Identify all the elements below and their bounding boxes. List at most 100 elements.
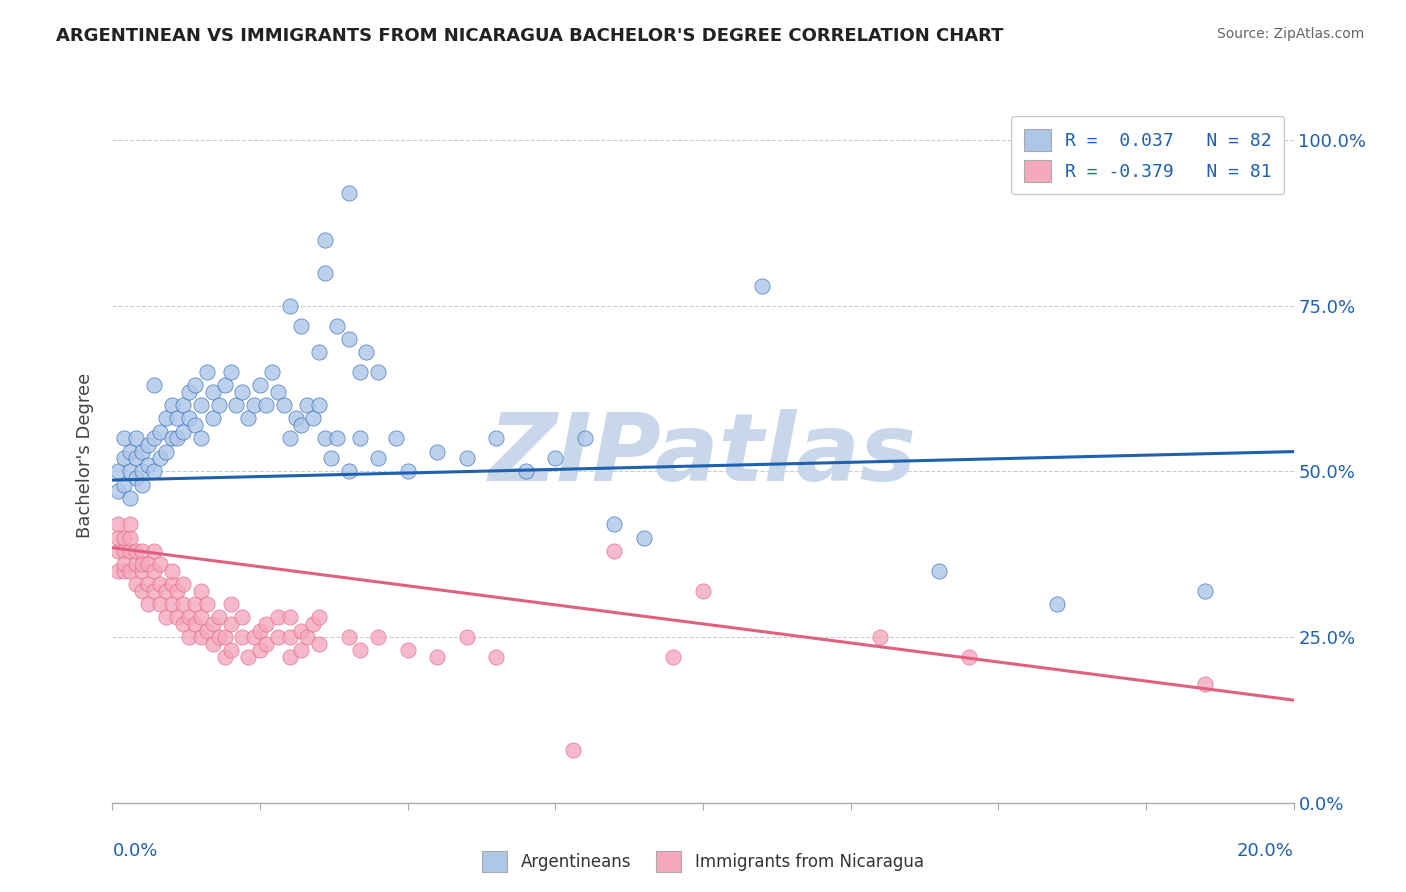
Point [149,425,172,439]
Point [284,411,307,425]
Point [219,597,242,611]
Point [179,411,201,425]
Point [112,431,135,445]
Point [231,630,253,644]
Point [112,451,135,466]
Point [278,650,301,665]
Point [456,451,478,466]
Legend: Argentineans, Immigrants from Nicaragua: Argentineans, Immigrants from Nicaragua [470,838,936,885]
Point [184,418,207,433]
Point [160,577,183,591]
Point [326,431,349,445]
Point [190,398,212,412]
Point [385,431,408,445]
Point [125,451,148,466]
Point [308,637,330,651]
Point [172,597,194,611]
Point [603,517,626,532]
Point [112,531,135,545]
Point [136,558,159,572]
Point [1046,597,1069,611]
Point [107,517,129,532]
Point [120,444,142,458]
Point [314,431,336,445]
Point [112,564,135,578]
Point [120,465,142,479]
Point [297,630,319,644]
Point [1194,583,1216,598]
Point [485,431,508,445]
Point [155,583,177,598]
Point [107,531,129,545]
Point [149,451,172,466]
Point [131,444,153,458]
Point [166,610,188,624]
Point [396,465,419,479]
Point [456,630,478,644]
Point [308,345,330,359]
Point [201,411,224,425]
Point [125,558,148,572]
Point [131,465,153,479]
Point [278,431,301,445]
Point [928,564,950,578]
Point [125,577,148,591]
Point [367,451,389,466]
Point [149,597,172,611]
Point [107,564,129,578]
Point [125,544,148,558]
Point [219,643,242,657]
Point [231,610,253,624]
Point [125,431,148,445]
Point [633,531,655,545]
Point [367,365,389,379]
Point [208,610,231,624]
Point [290,418,312,433]
Point [131,583,153,598]
Point [179,384,201,399]
Point [574,431,596,445]
Point [166,431,188,445]
Point [337,332,360,346]
Point [603,544,626,558]
Text: ZIPatlas: ZIPatlas [489,409,917,501]
Point [356,345,378,359]
Point [120,544,142,558]
Point [166,411,188,425]
Point [120,517,142,532]
Point [278,299,301,313]
Point [1194,676,1216,690]
Point [692,583,714,598]
Point [367,630,389,644]
Point [112,544,135,558]
Point [278,610,301,624]
Point [155,610,177,624]
Point [869,630,891,644]
Point [243,630,266,644]
Point [290,624,312,638]
Point [131,544,153,558]
Point [314,233,336,247]
Point [131,558,153,572]
Point [184,616,207,631]
Point [142,564,165,578]
Point [273,398,295,412]
Point [254,398,277,412]
Point [155,411,177,425]
Point [112,558,135,572]
Point [160,398,183,412]
Point [155,444,177,458]
Point [142,378,165,392]
Point [337,465,360,479]
Point [190,610,212,624]
Point [120,531,142,545]
Point [179,610,201,624]
Point [238,411,260,425]
Point [957,650,980,665]
Point [485,650,508,665]
Point [208,630,231,644]
Point [131,564,153,578]
Point [179,630,201,644]
Point [249,378,271,392]
Point [142,465,165,479]
